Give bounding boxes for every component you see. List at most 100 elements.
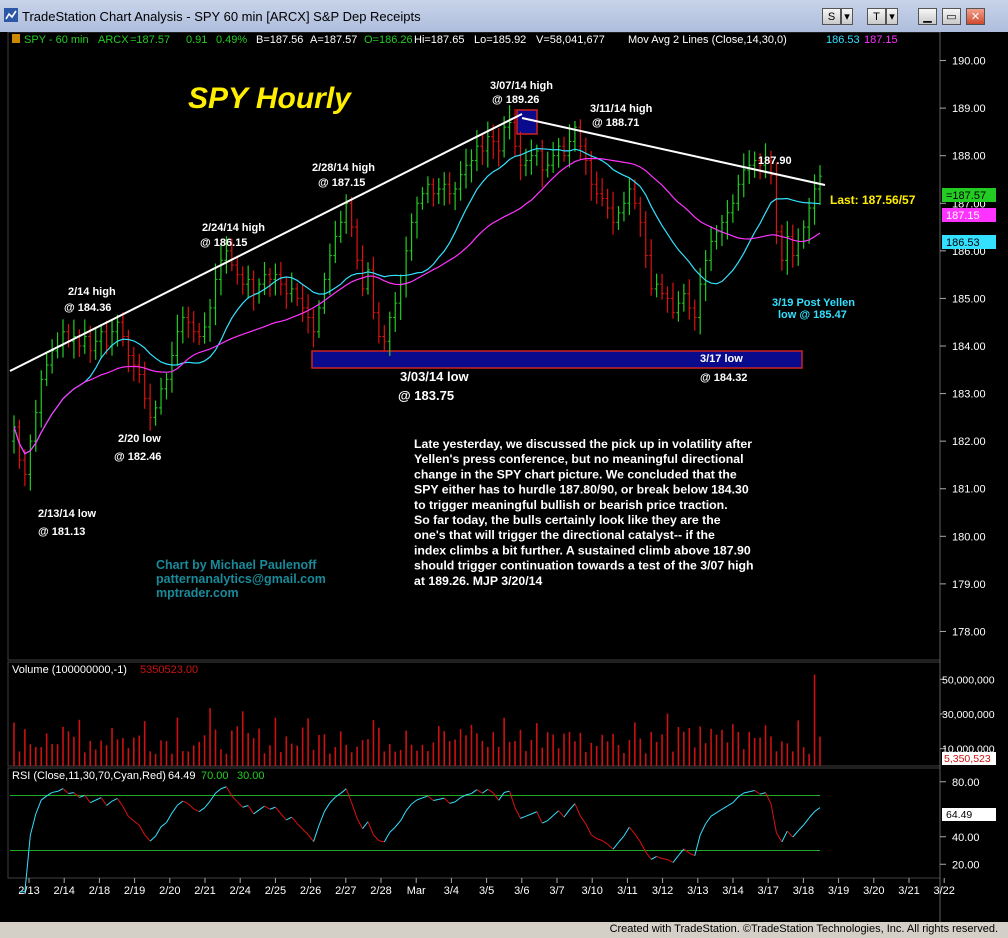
rsi-segment (133, 820, 140, 826)
rsi-segment (79, 794, 85, 798)
time-tick-label: 3/10 (581, 885, 602, 897)
rsi-segment (144, 834, 151, 842)
rsi-segment (231, 795, 238, 803)
time-tick-label: 2/27 (335, 885, 356, 897)
rsi-segment (313, 825, 320, 842)
rsi-segment (427, 795, 434, 801)
time-tick-label: Mar (407, 885, 426, 897)
rsi-segment (661, 857, 668, 861)
rsi-segment (438, 797, 445, 800)
rsi-segment (634, 833, 641, 843)
annotation-0303-l2: @ 183.75 (398, 388, 454, 403)
rsi-segment (623, 826, 630, 837)
rsi-segment (258, 805, 265, 811)
note-line: at 189.26. MJP 3/20/14 (414, 574, 542, 588)
rsi-segment (24, 835, 31, 892)
volume-value: 5350523.00 (140, 664, 198, 676)
minimize-button[interactable]: ▁ (918, 8, 937, 25)
price-tick-label: 182.00 (952, 436, 986, 448)
annotation-0220-l1: 2/20 low (118, 433, 161, 445)
annotation-0224-l2: @ 186.15 (200, 237, 247, 249)
rsi-segment (106, 800, 113, 806)
rsi-segment (672, 855, 679, 863)
moving-average-slow (13, 158, 821, 455)
time-tick-label: 2/13 (18, 885, 39, 897)
rsi-segment (814, 807, 821, 812)
rsi-segment (694, 834, 701, 856)
chart-title: SPY Hourly (188, 82, 352, 115)
rsi-segment (100, 797, 107, 806)
header-last: =187.57 (130, 34, 170, 46)
header-ask: A=187.57 (310, 34, 357, 46)
rsi-segment (204, 800, 211, 809)
credit-author: Chart by Michael Paulenoff (156, 558, 317, 572)
rsi-segment (356, 818, 363, 829)
annotation-0214-l1: 2/14 high (68, 286, 116, 298)
rsi-segment (629, 826, 636, 835)
rsi-segment (73, 792, 80, 798)
rsi-segment (362, 821, 369, 829)
time-tick-label: 3/13 (687, 885, 708, 897)
header-change: 0.91 (186, 34, 207, 46)
mav-slow-badge (942, 208, 996, 222)
rsi-segment (394, 820, 402, 828)
rsi-segment (520, 815, 527, 819)
rsi-last-badge (942, 808, 996, 821)
rsi-segment (389, 826, 396, 833)
restore-button[interactable]: ▭ (942, 8, 961, 25)
rsi-segment (95, 797, 102, 801)
rsi-segment (743, 791, 750, 794)
note-line: index climbs a bit further. A sustained … (414, 543, 751, 557)
title-bar[interactable]: TradeStation Chart Analysis - SPY 60 min… (0, 0, 1008, 33)
time-tick-label: 3/19 (828, 885, 849, 897)
rsi-segment (525, 813, 532, 817)
rsi-segment (699, 823, 707, 836)
header-open: O=186.26 (364, 34, 413, 46)
rsi-segment (531, 811, 538, 815)
symbol-link-button[interactable]: S (822, 8, 841, 25)
annotation-0307-l1: 3/07/14 high (490, 80, 553, 92)
last-price-label: Last: 187.56/57 (830, 193, 916, 207)
note-line: Late yesterday, we discussed the pick up… (414, 437, 752, 451)
rsi-segment (639, 841, 647, 853)
rsi-oversold-value: 30.00 (237, 770, 265, 782)
rsi-segment (84, 794, 91, 804)
rsi-segment (585, 823, 592, 836)
annotation-0317-l1: 3/17 low (700, 353, 743, 365)
annotation-0228-l1: 2/28/14 high (312, 162, 375, 174)
note-line: So far today, the bulls certainly look l… (414, 513, 721, 527)
price-tick-label: 181.00 (952, 484, 986, 496)
tool-link-button[interactable]: T (867, 8, 886, 25)
rsi-segment (727, 802, 734, 807)
rsi-segment (117, 798, 124, 807)
rsi-segment (422, 795, 429, 799)
close-button[interactable]: ✕ (966, 8, 985, 25)
header-volume: V=58,041,677 (536, 34, 605, 46)
rsi-segment (286, 816, 292, 821)
rsi-segment (792, 830, 799, 838)
time-tick-label: 2/20 (159, 885, 180, 897)
rsi-segment (52, 790, 58, 793)
note-line: to trigger meaningful bullish or bearish… (414, 498, 728, 512)
rsi-segment (416, 797, 423, 801)
chart-canvas[interactable]: 190.00189.00188.00187.00186.00185.00184.… (0, 32, 1008, 922)
time-tick-label: 2/19 (124, 885, 145, 897)
rsi-segment (705, 815, 712, 825)
rsi-segment (454, 797, 461, 803)
rsi-segment (492, 792, 500, 801)
tool-link-dropdown[interactable]: ▾ (886, 8, 898, 25)
rsi-last-badge-text: 64.49 (946, 809, 972, 821)
rsi-segment (177, 800, 184, 806)
rsi-segment (57, 788, 64, 792)
volume-label: Volume (100000000,-1) (12, 664, 127, 676)
rsi-segment (498, 792, 505, 801)
moving-averages (13, 147, 821, 455)
rsi-segment (509, 790, 516, 808)
rsi-segment (111, 797, 118, 802)
price-axis: 190.00189.00188.00187.00186.00185.00184.… (10, 56, 995, 871)
note-line: SPY either has to hurdle 187.80/90, or b… (414, 483, 749, 497)
rsi-segment (749, 790, 755, 793)
rsi-segment (166, 812, 173, 823)
symbol-link-dropdown[interactable]: ▾ (841, 8, 853, 25)
